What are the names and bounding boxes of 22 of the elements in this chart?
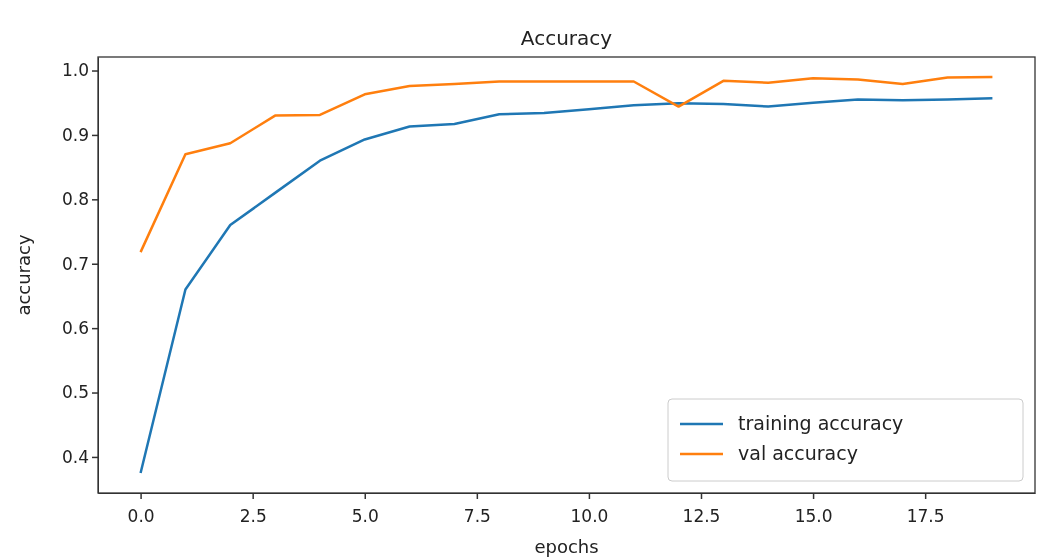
line-series [139, 75, 994, 254]
y-tick-label: 0.9 [61, 124, 89, 145]
x-tick-label: 7.5 [463, 506, 491, 527]
x-tick-label: 0.0 [127, 506, 155, 527]
y-tick-label: 0.4 [61, 446, 89, 467]
y-tick-label: 0.8 [61, 189, 89, 210]
legend-label: training accuracy [738, 412, 904, 434]
y-tick-label: 0.7 [61, 253, 89, 274]
x-tick-label: 17.5 [906, 506, 945, 527]
legend-label: val accuracy [738, 442, 858, 464]
x-axis-title: epochs [534, 536, 599, 557]
x-tick-label: 5.0 [351, 506, 379, 527]
line-series [139, 96, 994, 475]
y-tick-label: 0.6 [61, 318, 89, 339]
chart-title: Accuracy [520, 26, 613, 50]
x-tick-label: 15.0 [794, 506, 833, 527]
y-axis-title: accuracy [13, 234, 34, 316]
x-tick-label: 12.5 [682, 506, 721, 527]
y-tick-label: 1.0 [61, 60, 89, 81]
y-tick-label: 0.5 [61, 382, 89, 403]
x-tick-label: 10.0 [570, 506, 609, 527]
x-tick-label: 2.5 [239, 506, 267, 527]
